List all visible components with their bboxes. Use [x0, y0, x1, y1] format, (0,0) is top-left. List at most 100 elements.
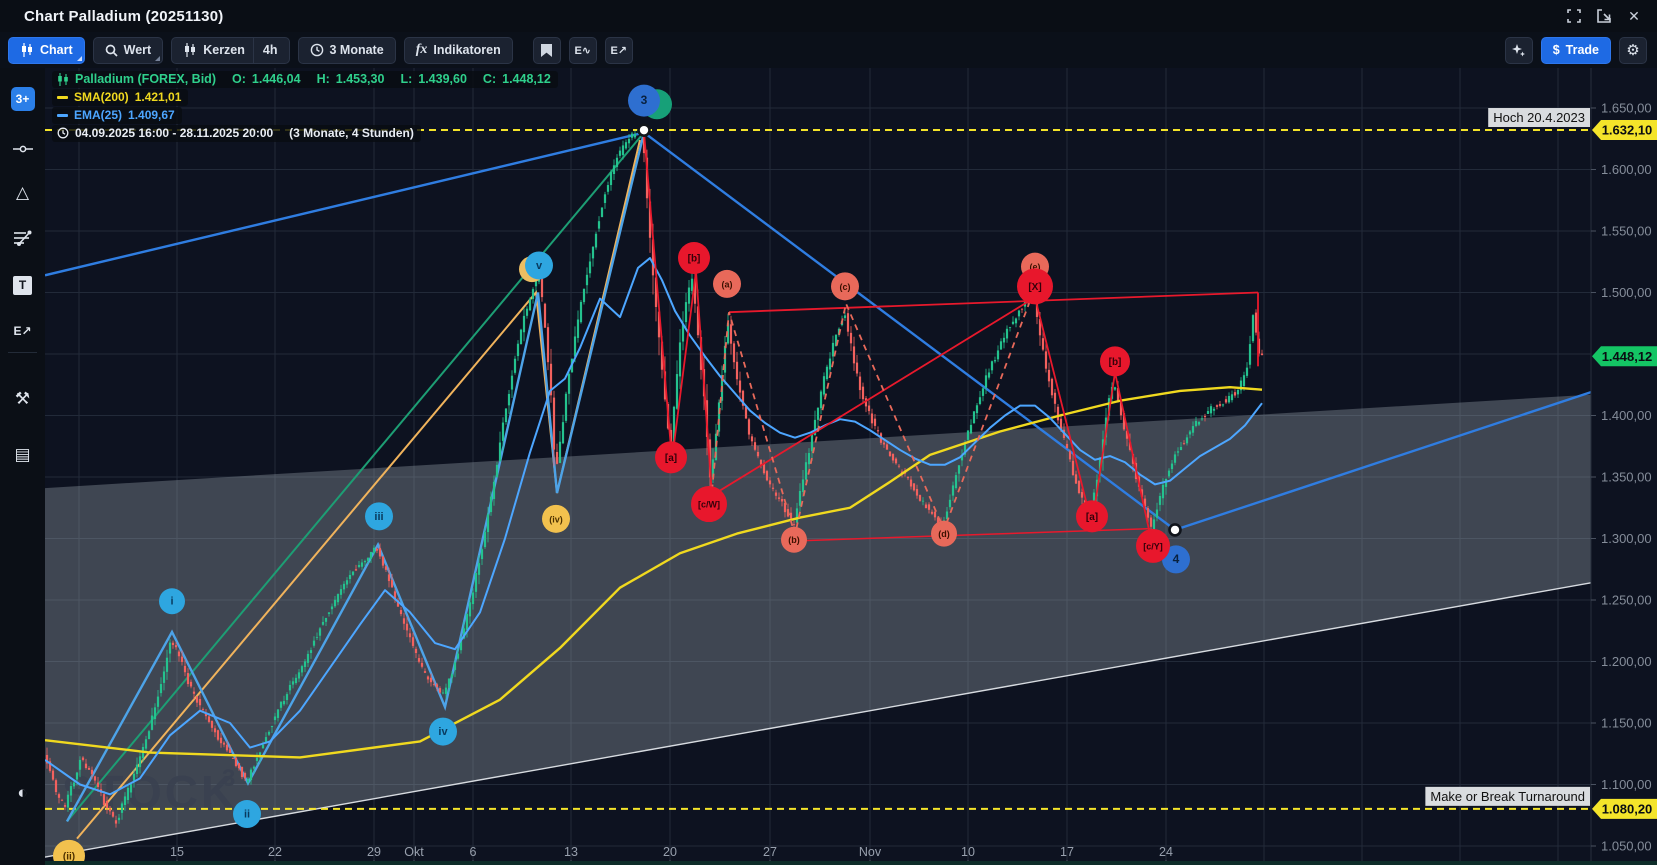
triangle-tool[interactable]: △ [15, 183, 30, 202]
wave-label-i[interactable]: i [159, 588, 185, 615]
time-axis-label: 17 [1060, 845, 1074, 859]
ai-sparkle-button[interactable] [1504, 36, 1533, 64]
orange-dashed-triangle[interactable] [711, 287, 1036, 536]
interval-button[interactable]: 4h [252, 37, 289, 63]
bookmark-button[interactable] [532, 36, 561, 64]
candle-type-button[interactable]: Kerzen 4h [171, 36, 290, 64]
trade-button[interactable]: $ Trade [1540, 36, 1611, 64]
candles-icon [58, 72, 68, 86]
tools-wrench[interactable]: ⚒ [14, 389, 31, 408]
blue-trendline-down[interactable] [643, 131, 1176, 531]
price-axis-label: 1.400,00 [1601, 408, 1652, 423]
sma-color-swatch [57, 95, 68, 99]
wave-label-[c/W][interactable]: [c/W] [691, 486, 727, 523]
indicators-button[interactable]: fx Indikatoren [403, 36, 513, 64]
time-axis-label: 22 [268, 845, 282, 859]
red-wedge-upper[interactable] [728, 291, 1259, 314]
pivot-dot[interactable] [1168, 523, 1182, 537]
red-post-x-zigzag[interactable] [1034, 297, 1154, 549]
svg-text:(a): (a) [722, 279, 733, 289]
wave-label-(c)[interactable]: (c) [831, 272, 859, 301]
drawing-tools-sidebar: 3+ △ T E↗ ⚒ ▤ ◐ [0, 68, 46, 865]
low-value: 1.439,60 [418, 72, 467, 86]
wave-label-[a][interactable]: [a] [1076, 500, 1108, 533]
time-axis-label: 6 [470, 845, 477, 859]
fullscreen-icon[interactable] [1567, 9, 1581, 23]
wave-label-4[interactable]: 4 [1162, 545, 1190, 574]
settings-button[interactable]: ⚙ [1619, 36, 1647, 64]
chart-mode-button[interactable]: Chart [8, 36, 85, 64]
trend-channel[interactable] [45, 394, 1591, 858]
level-label[interactable]: Make or Break Turnaround [1430, 789, 1585, 804]
level-label[interactable]: Hoch 20.4.2023 [1493, 110, 1585, 125]
wave-label-(ii)[interactable]: (ii) [53, 839, 85, 865]
svg-text:(b): (b) [788, 535, 800, 545]
svg-text:3: 3 [641, 93, 648, 107]
svg-text:[c/Y]: [c/Y] [1143, 541, 1163, 551]
level-label-bg [1425, 786, 1590, 806]
popout-icon[interactable] [1597, 9, 1611, 23]
sma-legend-row[interactable]: SMA(200) 1.421,01 [52, 89, 189, 106]
wave-label-iv[interactable]: iv [429, 717, 457, 746]
pivot-dot[interactable] [637, 123, 651, 137]
svg-text:[b]: [b] [688, 254, 701, 265]
contrast-theme-toggle[interactable]: ◐ [17, 783, 28, 802]
wave-label-(iv)[interactable]: (iv) [542, 504, 570, 533]
wave-label-iii[interactable]: iii [365, 502, 393, 531]
price-chart[interactable]: STOCK38152229Okt6132027Nov1017243viiiiii… [45, 68, 1657, 865]
instrument-search-button[interactable]: Wert [92, 36, 164, 64]
time-axis-label: 29 [367, 845, 381, 859]
high-level-badge: 1.632,10 [1592, 120, 1657, 141]
svg-text:[a]: [a] [665, 453, 677, 464]
close-value: 1.448,12 [502, 72, 551, 86]
blue-trendline-right[interactable] [1174, 390, 1591, 532]
close-icon[interactable]: ✕ [1628, 7, 1640, 24]
svg-text:[b]: [b] [1109, 357, 1122, 368]
date-range-row[interactable]: 04.09.2025 16:00 - 28.11.2025 20:00 (3 M… [52, 125, 421, 142]
price-axis-label: 1.200,00 [1601, 654, 1652, 669]
text-tool[interactable]: T [0, 270, 45, 300]
wave-label-(a)[interactable]: (a) [713, 269, 741, 298]
red-wedge-lower[interactable] [711, 296, 1036, 497]
wave-label-v[interactable]: v [525, 251, 553, 280]
wave-label-3[interactable]: 3 [628, 84, 660, 117]
sma-200-line[interactable] [45, 386, 1263, 759]
svg-text:1.448,12: 1.448,12 [1602, 349, 1653, 364]
time-axis-label: 24 [1159, 845, 1173, 859]
svg-text:1.080,20: 1.080,20 [1602, 801, 1653, 816]
blue-trendline-left[interactable] [45, 131, 645, 277]
wave-label-[a][interactable]: [a] [655, 441, 687, 474]
gear-icon: ⚙ [1626, 42, 1640, 59]
wave-label-(d)[interactable]: (d) [931, 520, 957, 547]
elliott-wave-button[interactable]: E∿ [568, 36, 597, 64]
elliott-trend-button[interactable]: E↗ [604, 36, 633, 64]
pattern-lines-tool[interactable] [0, 223, 45, 253]
wave-label-[b][interactable]: [b] [1100, 346, 1130, 377]
elliott-wave-tool[interactable]: E↗ [13, 324, 32, 338]
wave-label-ii[interactable]: ii [233, 800, 261, 829]
svg-text:[X]: [X] [1028, 282, 1041, 293]
svg-text:4: 4 [1173, 552, 1180, 566]
chart-toolbar: Chart Wert Kerzen 4h 3 Monate fx Indikat… [0, 32, 1657, 68]
symbol-legend-row[interactable]: Palladium (FOREX, Bid) O: 1.446,04 H: 1.45… [52, 71, 558, 88]
horizontal-line-tool[interactable] [0, 134, 45, 164]
stock3-chart-tool[interactable]: 3+ [0, 84, 45, 114]
wave-label-[c/Y][interactable]: [c/Y] [1136, 528, 1170, 563]
teal-trendline[interactable] [66, 131, 645, 823]
low-level-badge: 1.080,20 [1592, 798, 1657, 819]
layouts-tool[interactable]: ▤ [14, 445, 31, 464]
title-bar: Chart Palladium (20251130) ✕ [0, 0, 1657, 32]
red-wave-zigzag[interactable] [643, 132, 713, 496]
candles-icon [22, 43, 32, 57]
wave-label-(b)[interactable]: (b) [781, 526, 807, 553]
wave-label-[b][interactable]: [b] [678, 242, 710, 275]
window-title: Chart Palladium (20251130) [24, 7, 224, 25]
channel-lower-line[interactable] [45, 582, 1591, 858]
period-button[interactable]: 3 Monate [297, 36, 396, 64]
svg-text:iv: iv [438, 726, 448, 738]
ema-25-line[interactable] [45, 257, 1263, 796]
wave-label-[X][interactable]: [X] [1017, 268, 1053, 305]
symbol-name: Palladium (FOREX, Bid) [75, 72, 216, 86]
ema-legend-row[interactable]: EMA(25) 1.409,67 [52, 107, 182, 124]
open-value: 1.446,04 [251, 72, 301, 86]
